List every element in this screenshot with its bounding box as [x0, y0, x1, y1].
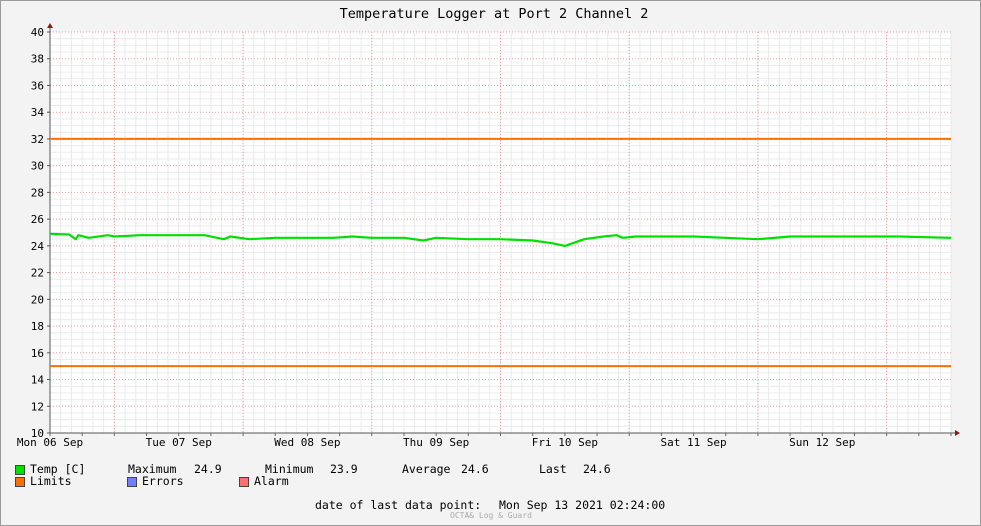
y-tick-label: 16: [31, 347, 44, 360]
y-tick-label: 32: [31, 133, 44, 146]
y-tick-label: 26: [31, 213, 44, 226]
x-tick-label: Wed 08 Sep: [274, 436, 340, 449]
y-tick-label: 30: [31, 160, 44, 173]
x-tick-label: Mon 06 Sep: [17, 436, 83, 449]
x-tick-label: Thu 09 Sep: [403, 436, 469, 449]
x-axis-arrow: [955, 430, 960, 436]
y-tick-label: 18: [31, 320, 44, 333]
y-tick-label: 12: [31, 400, 44, 413]
y-tick-label: 22: [31, 267, 44, 280]
y-tick-label: 24: [31, 240, 45, 253]
temperature-series-line: [49, 232, 952, 247]
y-tick-label: 20: [31, 293, 44, 306]
x-tick-label: Tue 07 Sep: [146, 436, 212, 449]
y-tick-label: 14: [31, 374, 45, 387]
x-tick-label: Sat 11 Sep: [660, 436, 726, 449]
y-tick-label: 40: [31, 26, 44, 39]
chart-title: Temperature Logger at Port 2 Channel 2: [340, 6, 649, 22]
y-axis-arrow: [47, 23, 53, 28]
x-tick-label: Sun 12 Sep: [789, 436, 855, 449]
y-tick-label: 38: [31, 53, 44, 66]
y-tick-label: 28: [31, 186, 44, 199]
y-tick-label: 36: [31, 79, 44, 92]
x-tick-label: Fri 10 Sep: [532, 436, 598, 449]
y-tick-label: 34: [31, 106, 45, 119]
y-tick-label: 10: [31, 427, 44, 440]
